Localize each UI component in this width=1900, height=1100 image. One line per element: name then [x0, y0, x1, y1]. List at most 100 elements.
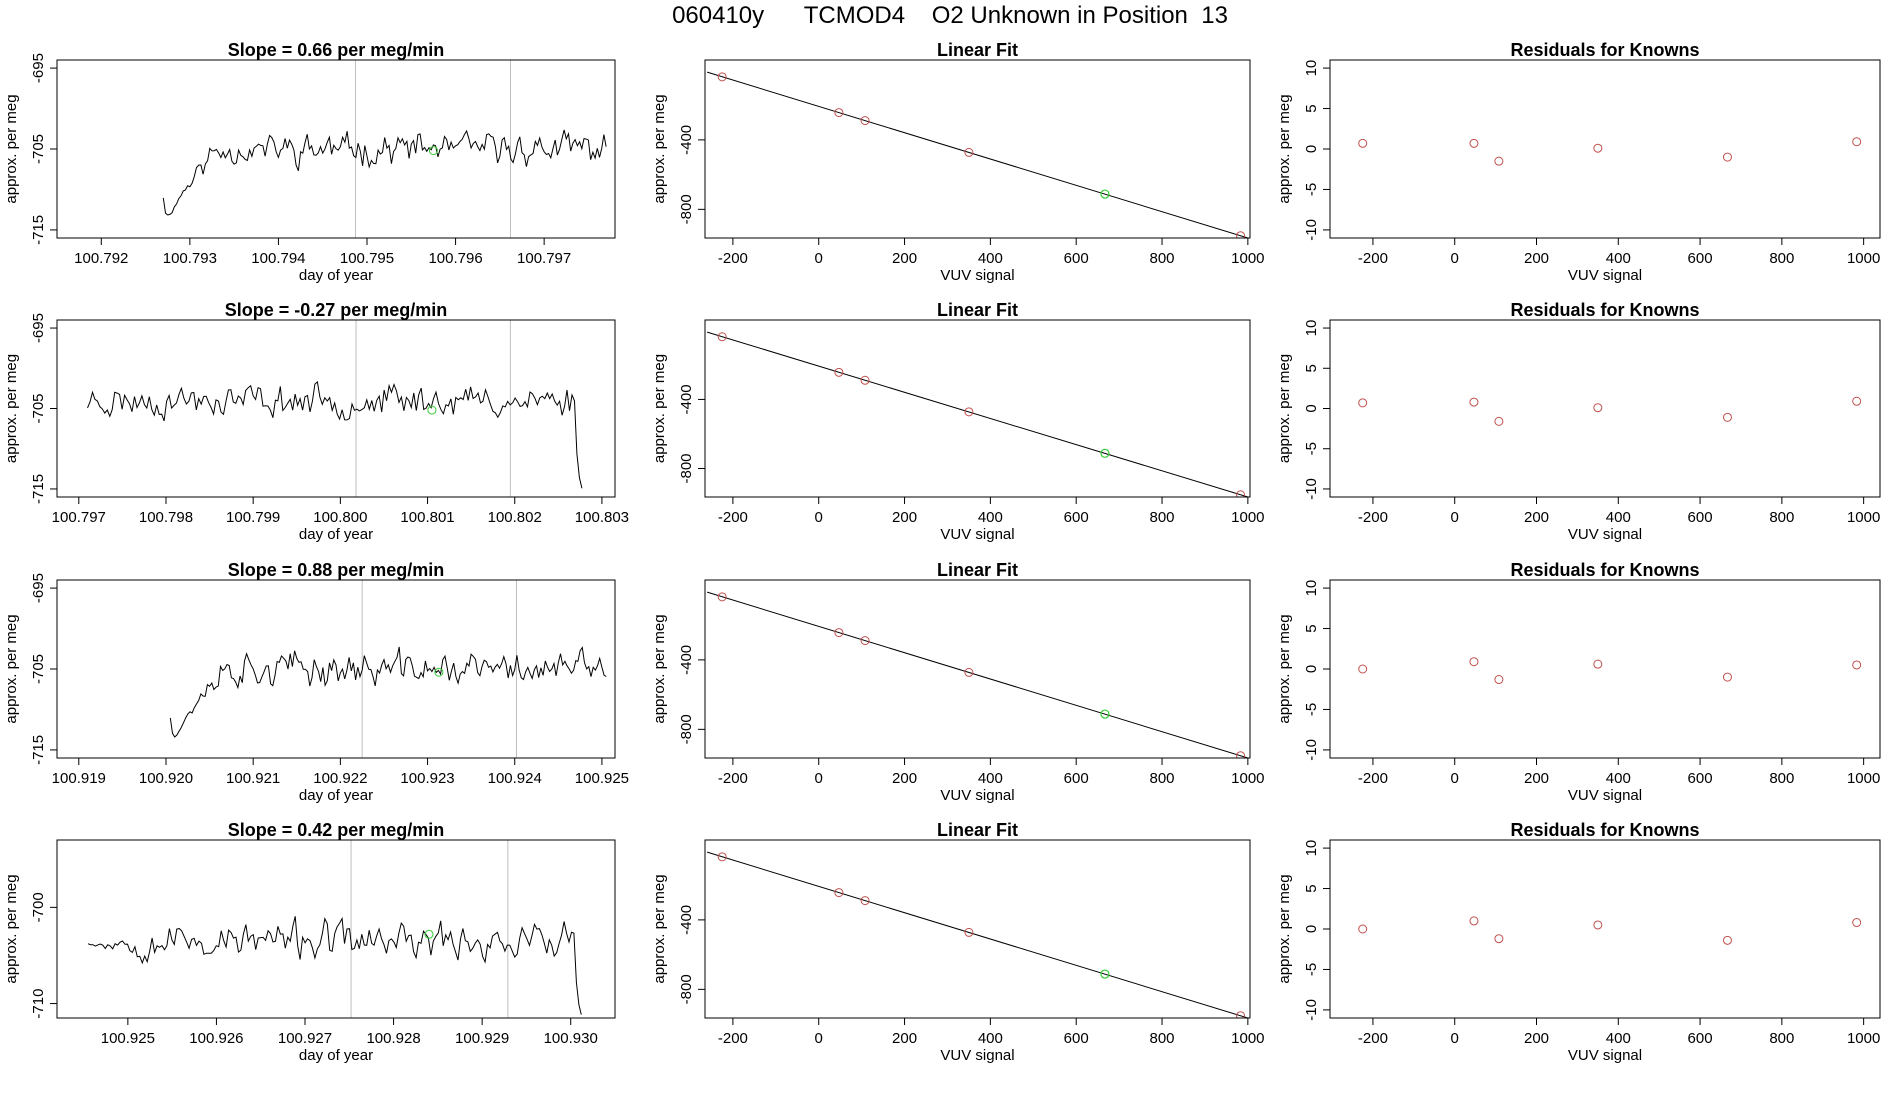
x-tick-label: 200 [1524, 509, 1549, 526]
residual-point [1722, 672, 1732, 682]
x-tick-label: 100.921 [226, 770, 280, 787]
x-tick-label: 800 [1150, 509, 1175, 526]
x-tick-label: 600 [1064, 250, 1089, 267]
y-axis-label: approx. per meg [3, 94, 20, 203]
fit-line [706, 591, 1249, 758]
residual-point [1494, 156, 1504, 166]
known-standard-point [860, 375, 870, 385]
x-tick-label: 600 [1688, 770, 1713, 787]
unknown-point [1100, 969, 1110, 979]
x-tick-label: 0 [815, 1030, 823, 1047]
y-axis-label: approx. per meg [3, 354, 20, 463]
y-tick-label: -800 [678, 974, 695, 1004]
plot-frame [704, 579, 1251, 759]
panel-title: Slope = 0.66 per meg/min [228, 40, 445, 60]
x-tick-label: -200 [718, 250, 748, 267]
x-tick-label: 400 [978, 770, 1003, 787]
x-tick-label: 100.920 [139, 770, 193, 787]
run-id: 060410y [672, 2, 765, 29]
x-tick-label: 600 [1064, 509, 1089, 526]
x-tick-label: 100.929 [455, 1030, 509, 1047]
y-tick-label: -715 [30, 215, 47, 245]
x-tick-label: 400 [1606, 1030, 1631, 1047]
plot-frame [1329, 319, 1881, 498]
x-tick-label: 400 [1606, 509, 1631, 526]
residual-point [1722, 152, 1732, 162]
x-tick-label: 100.928 [366, 1030, 420, 1047]
x-tick-label: 100.796 [428, 250, 482, 267]
x-tick-label: 0 [1451, 770, 1459, 787]
y-axis-label: approx. per meg [651, 94, 668, 203]
y-tick-label: -5 [1303, 703, 1320, 716]
x-axis-label: VUV signal [940, 526, 1014, 543]
x-tick-label: 100.794 [251, 250, 305, 267]
x-tick-label: 100.922 [313, 770, 367, 787]
y-tick-label: 0 [1303, 665, 1320, 673]
fit-line [706, 331, 1249, 497]
panel-title: Slope = 0.88 per meg/min [228, 560, 445, 580]
unknown-point [1100, 448, 1110, 458]
residual-point [1358, 924, 1368, 934]
x-tick-label: -200 [1358, 770, 1388, 787]
x-axis-label: VUV signal [1568, 1047, 1642, 1064]
residual-point [1358, 664, 1368, 674]
x-tick-label: 100.801 [400, 509, 454, 526]
x-tick-label: 600 [1688, 1030, 1713, 1047]
x-tick-label: 1000 [1847, 509, 1880, 526]
linear-fit-4: Linear Fit VUV signal approx. per meg -200 0… [651, 820, 1265, 1064]
y-axis-label: approx. per meg [3, 874, 20, 983]
known-standard-point [860, 896, 870, 906]
known-standard-point [834, 628, 844, 638]
x-tick-label: -200 [718, 1030, 748, 1047]
residual-point [1494, 416, 1504, 426]
x-tick-label: 400 [978, 509, 1003, 526]
residual-point [1469, 657, 1479, 667]
y-tick-label: -695 [30, 573, 47, 603]
y-tick-label: 5 [1303, 364, 1320, 372]
x-tick-label: 1000 [1231, 509, 1264, 526]
known-standard-point [964, 667, 974, 677]
x-tick-label: 0 [1451, 509, 1459, 526]
x-tick-label: 100.797 [52, 509, 106, 526]
signal-trace [87, 380, 583, 489]
x-tick-label: 200 [892, 1030, 917, 1047]
x-tick-label: -200 [718, 509, 748, 526]
page-title: 060410y TCMOD4 O2 Unknown in Position 13 [0, 2, 1900, 30]
residuals-4-plot-area [1358, 916, 1862, 945]
plot-frame [1329, 579, 1881, 759]
residual-point [1852, 137, 1862, 147]
x-tick-label: 0 [815, 770, 823, 787]
x-tick-label: -200 [1358, 1030, 1388, 1047]
x-tick-label: 600 [1064, 1030, 1089, 1047]
x-tick-label: 1000 [1847, 770, 1880, 787]
signal-trace [169, 646, 607, 738]
y-tick-label: -400 [678, 645, 695, 675]
x-tick-label: 1000 [1231, 250, 1264, 267]
plot-frame [56, 839, 616, 1019]
x-tick-label: 100.925 [101, 1030, 155, 1047]
x-tick-label: 100.926 [189, 1030, 243, 1047]
x-tick-label: 1000 [1847, 1030, 1880, 1047]
residual-point [1593, 143, 1603, 153]
x-tick-label: 400 [1606, 250, 1631, 267]
known-standard-point [964, 407, 974, 417]
x-tick-label: 100.919 [52, 770, 106, 787]
x-tick-label: 1000 [1847, 250, 1880, 267]
x-axis-label: VUV signal [1568, 267, 1642, 284]
residual-point [1722, 935, 1732, 945]
known-standard-point [834, 888, 844, 898]
time-series-2: Slope = -0.27 per meg/min day of year appr… [3, 300, 629, 543]
position-description: O2 Unknown in Position 13 [931, 2, 1228, 29]
x-tick-label: 0 [1451, 250, 1459, 267]
x-tick-label: 100.800 [313, 509, 367, 526]
x-tick-label: 800 [1150, 250, 1175, 267]
residuals-3: Residuals for Knowns VUV signal approx. pe… [1276, 560, 1881, 804]
residual-point [1852, 918, 1862, 928]
x-tick-label: 100.803 [575, 509, 629, 526]
panel-title: Linear Fit [937, 40, 1018, 60]
panel-title: Linear Fit [937, 300, 1018, 320]
y-tick-label: -400 [678, 125, 695, 155]
signal-trace [87, 916, 582, 1015]
